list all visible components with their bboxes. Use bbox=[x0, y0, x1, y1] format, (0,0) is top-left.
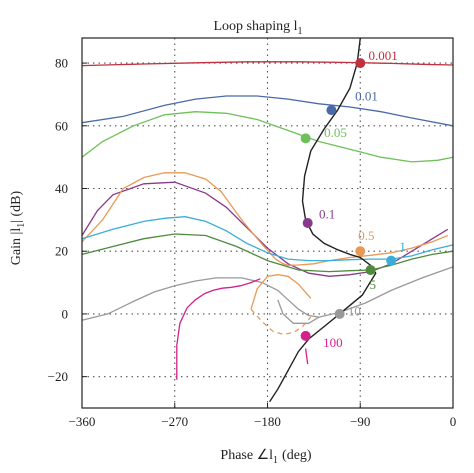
series-label-1: 1 bbox=[399, 239, 406, 254]
series-point-10 bbox=[334, 308, 345, 319]
series-point-0.1 bbox=[302, 218, 313, 228]
series-label-0.5: 0.5 bbox=[358, 228, 374, 243]
series-label-5: 5 bbox=[370, 277, 377, 292]
y-tick-label: 40 bbox=[55, 181, 68, 196]
x-tick-label: −270 bbox=[161, 414, 188, 429]
y-tick-label: 0 bbox=[62, 306, 69, 321]
series-segment-0.5 bbox=[250, 308, 312, 335]
series-point-0.5 bbox=[355, 246, 366, 257]
series-point-0.01 bbox=[326, 105, 337, 116]
x-axis-title: Phase ∠l1 (deg) bbox=[220, 448, 311, 466]
x-tick-label: −90 bbox=[350, 414, 370, 429]
y-tick-label: −20 bbox=[48, 369, 68, 384]
series-line-5 bbox=[81, 233, 454, 273]
series-label-0.1: 0.1 bbox=[319, 206, 335, 221]
series-segment-10 bbox=[277, 299, 320, 324]
series-point-100 bbox=[300, 330, 311, 341]
series-line-0.01 bbox=[81, 95, 454, 127]
y-tick-labels: −20 0 20 40 60 80 bbox=[48, 56, 87, 384]
series-segment-0.5 bbox=[250, 274, 312, 310]
series-line-1 bbox=[81, 216, 454, 262]
locus-line bbox=[269, 37, 377, 403]
series-label-0.01: 0.01 bbox=[355, 89, 378, 104]
root-locus-line bbox=[269, 37, 377, 403]
series-segment-100 bbox=[304, 348, 309, 365]
x-tick-label: 0 bbox=[450, 414, 457, 429]
series-point-0.05 bbox=[300, 133, 311, 144]
chart-title: Loop shaping l1 bbox=[214, 19, 303, 37]
series-label-0.001: 0.001 bbox=[368, 48, 397, 63]
grid bbox=[82, 38, 453, 408]
series-label-10: 10 bbox=[348, 304, 361, 319]
series-line-100 bbox=[176, 278, 261, 380]
x-tick-label: −360 bbox=[69, 414, 96, 429]
series-point-5 bbox=[365, 265, 376, 276]
y-axis-title: Gain |l1| (dB) bbox=[9, 190, 27, 265]
series-label-100: 100 bbox=[323, 335, 343, 350]
series-line-10 bbox=[81, 266, 454, 321]
y-tick-label: 60 bbox=[55, 118, 68, 133]
x-tick-label: −180 bbox=[254, 414, 281, 429]
series-point-0.001 bbox=[355, 58, 366, 69]
series-points bbox=[300, 58, 397, 341]
series-line-0.001 bbox=[81, 61, 454, 67]
series-line-0.05 bbox=[81, 111, 454, 163]
x-tick-labels: −360 −270 −180 −90 0 bbox=[69, 403, 457, 429]
series-label-0.05: 0.05 bbox=[324, 125, 347, 140]
series-point-1 bbox=[386, 255, 397, 266]
series-labels: 0.001 0.01 0.05 0.1 0.5 1 5 10 100 bbox=[319, 48, 406, 350]
y-tick-label: 20 bbox=[55, 244, 68, 259]
y-tick-label: 80 bbox=[55, 56, 68, 71]
